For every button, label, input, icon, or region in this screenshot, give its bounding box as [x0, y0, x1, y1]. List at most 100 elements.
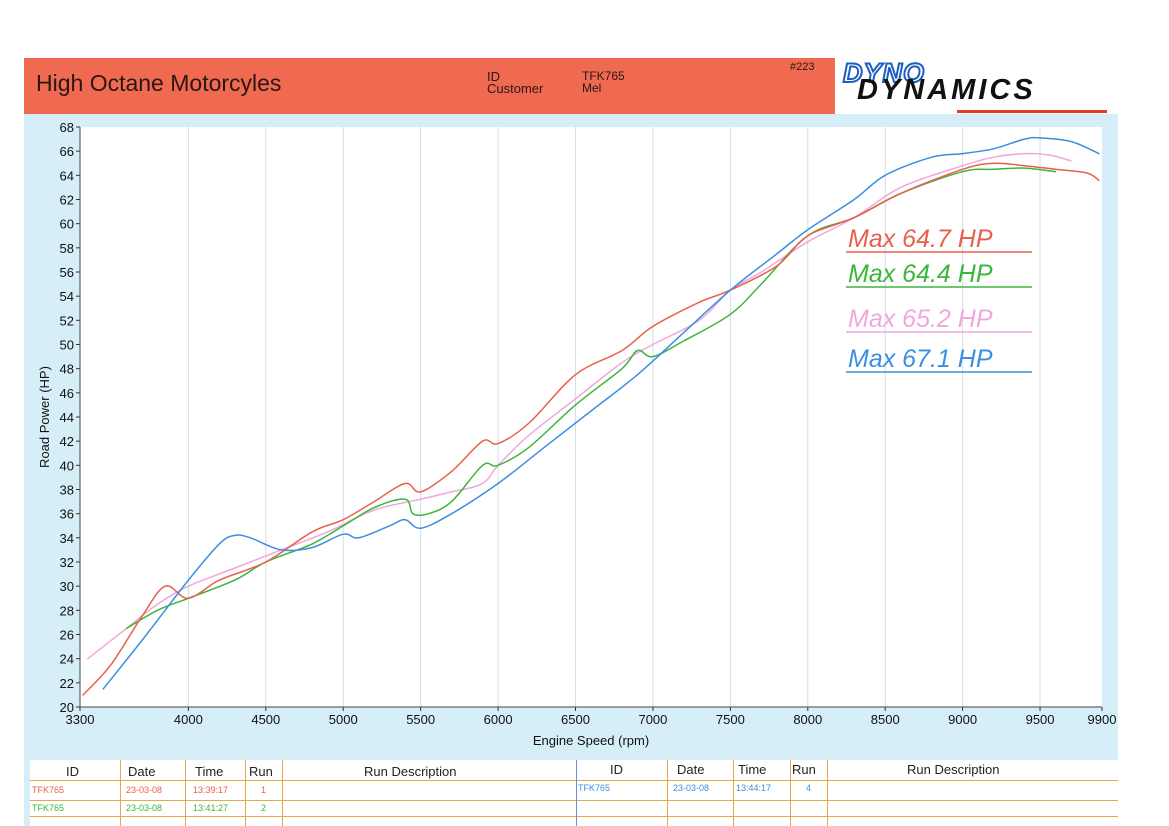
- y-tick-label: 62: [60, 193, 74, 208]
- x-tick-label: 9500: [1026, 712, 1055, 727]
- row-2-time: 13:41:27: [193, 803, 229, 813]
- dynodynamics-logo: DYNO DYNAMICS: [835, 57, 1118, 114]
- y-tick-label: 50: [60, 338, 74, 353]
- x-tick-label: 6000: [484, 712, 513, 727]
- y-tick-label: 28: [60, 603, 74, 618]
- y-tick-label: 52: [60, 313, 74, 328]
- row-1-time: 13:39:17: [193, 785, 229, 795]
- sheet-number: #223: [790, 61, 815, 73]
- x-tick-label: 6500: [561, 712, 590, 727]
- row-4-time: 13:44:17: [736, 783, 772, 793]
- col-run: Run: [249, 764, 273, 779]
- y-axis-ticks: 20 22 24 26 28 30 32 34 36 38 40 42 44 46 48 50 52 54 56 58…: [60, 120, 81, 715]
- logo-underline: [957, 110, 1107, 113]
- x-axis-label: Engine Speed (rpm): [533, 733, 649, 748]
- id-label: ID: [487, 69, 500, 84]
- y-tick-label: 42: [60, 434, 74, 449]
- x-tick-label: 9900: [1088, 712, 1117, 727]
- row-1-date: 23-03-08: [126, 785, 163, 795]
- report-header: High Octane Motorcyles ID Customer TFK76…: [24, 58, 835, 114]
- y-tick-label: 20: [60, 700, 74, 715]
- table-divider: [282, 760, 283, 826]
- series-line-run-1: [82, 162, 1100, 696]
- col-run: Run: [792, 762, 816, 777]
- y-tick-label: 36: [60, 507, 74, 522]
- row-2-run: 2: [261, 803, 267, 813]
- table-divider: [245, 760, 246, 826]
- row-4-run: 4: [806, 783, 812, 793]
- y-tick-label: 40: [60, 458, 74, 473]
- y-tick-label: 44: [60, 410, 74, 425]
- col-time: Time: [738, 762, 767, 777]
- y-tick-label: 58: [60, 241, 74, 256]
- table-divider: [120, 760, 121, 826]
- y-tick-label: 48: [60, 362, 74, 377]
- chart-series: [82, 136, 1100, 696]
- run-table: ID Date Time Run Run Description ID Date…: [30, 760, 1118, 826]
- logo-line-2: DYNAMICS: [857, 74, 1036, 106]
- legend-entry: Max 64.4 HP: [848, 260, 993, 288]
- series-line-run-3: [86, 152, 1072, 660]
- y-tick-label: 34: [60, 531, 74, 546]
- x-tick-label: 5000: [329, 712, 358, 727]
- y-tick-label: 56: [60, 265, 74, 280]
- legend-entry: Max 64.7 HP: [848, 225, 993, 253]
- col-date: Date: [128, 764, 156, 779]
- chart-legend: Max 64.7 HP Max 64.4 HP Max 65.2 HP Max 67.…: [846, 225, 1032, 373]
- y-axis-label: Road Power (HP): [37, 366, 52, 468]
- table-rule: [30, 800, 1118, 801]
- col-id: ID: [66, 764, 79, 779]
- x-tick-label: 4000: [174, 712, 203, 727]
- row-2-id: TFK765: [32, 803, 65, 813]
- y-tick-label: 26: [60, 628, 74, 643]
- y-tick-label: 38: [60, 483, 74, 498]
- y-tick-label: 68: [60, 120, 74, 135]
- col-date: Date: [677, 762, 705, 777]
- x-tick-label: 7000: [638, 712, 667, 727]
- y-tick-label: 32: [60, 555, 74, 570]
- row-4-id: TFK765: [578, 783, 611, 793]
- y-tick-label: 54: [60, 289, 74, 304]
- x-tick-label: 4500: [251, 712, 280, 727]
- y-tick-label: 24: [60, 652, 74, 667]
- y-tick-label: 30: [60, 579, 74, 594]
- y-tick-label: 64: [60, 168, 74, 183]
- series-line-run-4: [102, 136, 1100, 690]
- x-tick-label: 5500: [406, 712, 435, 727]
- row-1-id: TFK765: [32, 785, 65, 795]
- table-divider: [185, 760, 186, 826]
- plot-area: [80, 127, 1102, 707]
- col-id: ID: [610, 762, 623, 777]
- x-tick-label: 8000: [793, 712, 822, 727]
- y-tick-label: 66: [60, 144, 74, 159]
- table-divider: [790, 760, 791, 826]
- table-divider: [576, 760, 577, 826]
- col-time: Time: [195, 764, 224, 779]
- legend-entry: Max 67.1 HP: [848, 345, 993, 373]
- x-axis-ticks: 3300 4000 4500 5000 5500 6000 6500 7000 7500 8000…: [66, 706, 1117, 727]
- row-1-run: 1: [261, 785, 267, 795]
- table-rule: [30, 780, 1118, 781]
- x-tick-label: 9000: [948, 712, 977, 727]
- shop-name: High Octane Motorcyles: [36, 70, 282, 96]
- grid-lines: [187, 127, 1041, 707]
- col-run-description: Run Description: [364, 764, 457, 779]
- table-divider: [667, 760, 668, 826]
- table-rule: [30, 816, 1118, 817]
- y-tick-label: 60: [60, 217, 74, 232]
- legend-entry: Max 65.2 HP: [848, 305, 993, 333]
- table-divider: [827, 760, 828, 826]
- row-2-date: 23-03-08: [126, 803, 163, 813]
- x-tick-label: 7500: [716, 712, 745, 727]
- y-tick-label: 22: [60, 676, 74, 691]
- customer-label: Customer: [487, 81, 544, 96]
- x-tick-label: 8500: [871, 712, 900, 727]
- table-divider: [733, 760, 734, 826]
- customer-value: Mel: [582, 81, 602, 95]
- y-tick-label: 46: [60, 386, 74, 401]
- row-4-date: 23-03-08: [673, 783, 710, 793]
- id-value: TFK765: [582, 69, 625, 83]
- col-run-description: Run Description: [907, 762, 1000, 777]
- x-tick-label: 3300: [66, 712, 95, 727]
